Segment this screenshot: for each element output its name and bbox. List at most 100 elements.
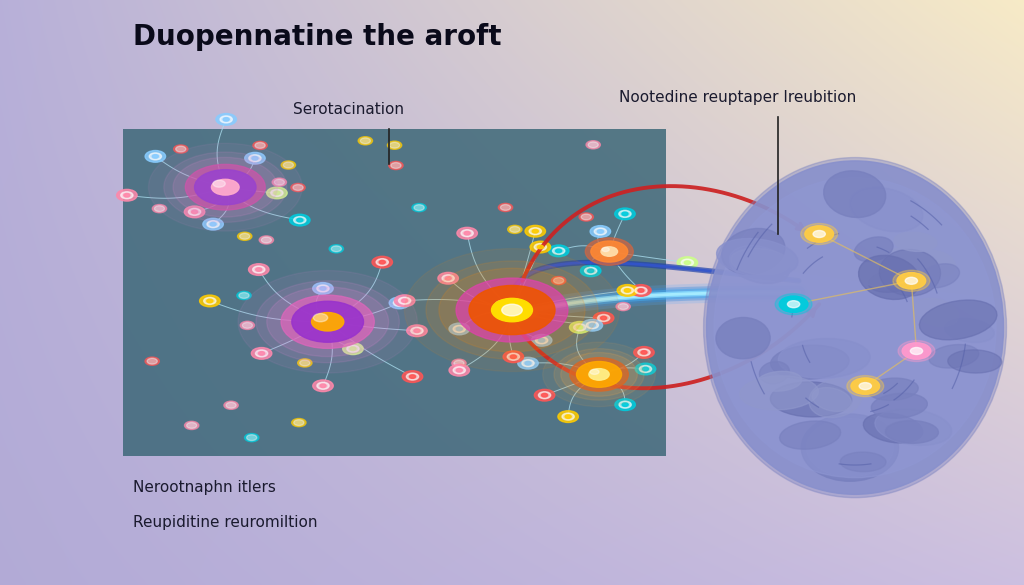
Ellipse shape [850,187,923,232]
Circle shape [577,362,622,387]
Circle shape [507,353,519,360]
Circle shape [618,401,631,408]
Circle shape [591,241,628,262]
Circle shape [461,230,473,237]
Circle shape [401,299,408,302]
Circle shape [543,342,655,407]
Circle shape [508,225,522,233]
Circle shape [684,261,690,264]
Circle shape [561,353,637,396]
Circle shape [274,179,285,185]
Circle shape [787,301,800,308]
Circle shape [529,228,542,235]
Circle shape [211,179,240,195]
Ellipse shape [729,246,790,284]
Circle shape [258,352,264,355]
Circle shape [457,369,463,372]
Circle shape [594,228,606,235]
Circle shape [535,243,547,250]
Ellipse shape [920,300,997,340]
Circle shape [256,268,262,271]
Circle shape [562,413,574,420]
Circle shape [311,312,344,331]
Circle shape [523,310,538,318]
Circle shape [394,295,415,307]
Circle shape [532,229,539,233]
Circle shape [343,343,364,355]
Circle shape [635,287,647,294]
Circle shape [614,399,635,411]
Circle shape [184,421,199,429]
Circle shape [249,264,269,276]
Circle shape [291,184,305,192]
Circle shape [579,213,593,221]
Circle shape [635,363,655,375]
Circle shape [238,270,418,373]
Circle shape [538,245,544,249]
Circle shape [597,315,609,322]
Circle shape [200,295,220,307]
Circle shape [910,347,923,355]
Ellipse shape [757,371,802,391]
Ellipse shape [945,319,994,342]
Circle shape [292,301,364,342]
Circle shape [213,180,225,187]
Circle shape [358,137,373,145]
Circle shape [539,339,545,342]
Circle shape [255,143,265,149]
Circle shape [224,401,239,410]
Ellipse shape [770,382,852,417]
Circle shape [347,345,359,352]
Circle shape [266,287,389,356]
Circle shape [316,285,329,292]
Circle shape [847,376,884,397]
Circle shape [469,285,555,335]
Ellipse shape [886,421,938,443]
Circle shape [602,247,609,252]
Circle shape [191,210,198,214]
Circle shape [404,249,620,371]
Circle shape [294,419,304,425]
Circle shape [389,161,403,170]
Circle shape [387,141,401,149]
Circle shape [164,152,287,222]
Circle shape [622,212,628,216]
Circle shape [518,357,539,369]
Circle shape [241,321,255,329]
Circle shape [641,350,647,354]
Circle shape [449,323,469,335]
Circle shape [493,299,531,321]
Circle shape [376,259,388,266]
Circle shape [266,187,287,199]
Circle shape [273,191,280,195]
Circle shape [243,322,253,328]
Ellipse shape [714,178,996,477]
Circle shape [239,292,249,298]
Circle shape [360,138,371,144]
Circle shape [452,359,466,367]
Circle shape [495,300,512,310]
Circle shape [805,226,834,242]
Circle shape [237,291,251,300]
Circle shape [174,145,188,153]
Circle shape [249,154,261,161]
Circle shape [625,288,631,292]
Ellipse shape [868,270,916,292]
Ellipse shape [807,418,893,477]
Circle shape [393,300,406,307]
Circle shape [153,205,167,213]
Circle shape [379,260,385,264]
Text: Serotacination: Serotacination [293,102,403,117]
Circle shape [391,163,401,168]
Text: Nerootnaphn itlers: Nerootnaphn itlers [133,480,276,495]
Circle shape [898,340,935,362]
Circle shape [634,346,654,358]
Circle shape [569,357,629,391]
Circle shape [407,373,419,380]
Circle shape [350,347,356,350]
Circle shape [456,327,462,331]
Circle shape [779,296,808,312]
Circle shape [893,270,930,291]
Circle shape [259,236,273,244]
Circle shape [155,206,165,212]
